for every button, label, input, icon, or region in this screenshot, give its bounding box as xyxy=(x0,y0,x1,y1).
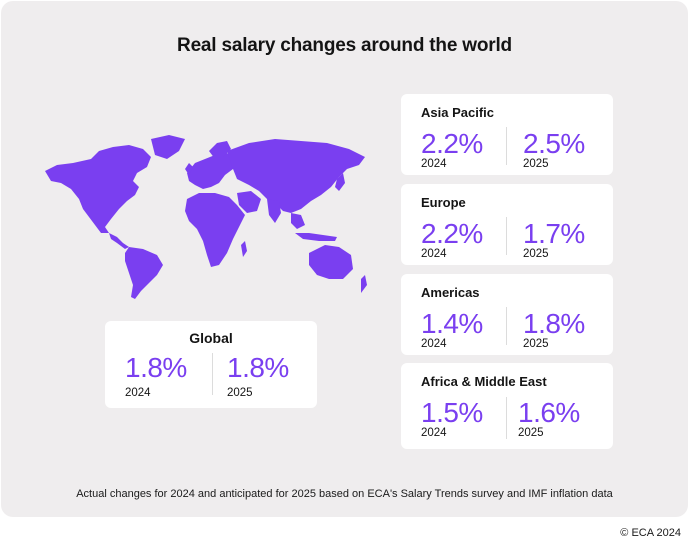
region-name: Africa & Middle East xyxy=(421,374,547,389)
copyright: © ECA 2024 xyxy=(620,527,681,539)
region-card-africa-middle-east: Africa & Middle East 1.5% 2024 1.6% 2025 xyxy=(401,363,613,449)
region-name: Asia Pacific xyxy=(421,105,494,120)
divider xyxy=(506,307,507,345)
region-card-asia-pacific: Asia Pacific 2.2% 2024 2.5% 2025 xyxy=(401,94,613,175)
value-2025: 2.5% xyxy=(523,128,585,159)
divider xyxy=(506,397,507,439)
world-map-icon xyxy=(39,129,373,301)
divider xyxy=(506,127,507,165)
infographic-panel: Real salary changes around the world xyxy=(1,1,688,517)
region-card-europe: Europe 2.2% 2024 1.7% 2025 xyxy=(401,184,613,265)
year-2024-label: 2024 xyxy=(421,338,447,350)
value-2024: 2.2% xyxy=(421,128,483,159)
global-year-2024-label: 2024 xyxy=(125,387,151,399)
global-value-2024: 1.8% xyxy=(125,352,187,383)
region-name: Europe xyxy=(421,195,466,210)
year-2024-label: 2024 xyxy=(421,248,447,260)
year-2025-label: 2025 xyxy=(523,248,549,260)
value-2025: 1.8% xyxy=(523,308,585,339)
region-name: Americas xyxy=(421,285,480,300)
footnote: Actual changes for 2024 and anticipated … xyxy=(76,488,613,500)
global-name: Global xyxy=(189,330,233,346)
global-year-2025-label: 2025 xyxy=(227,387,253,399)
year-2025-label: 2025 xyxy=(523,158,549,170)
divider xyxy=(506,217,507,255)
global-value-2025: 1.8% xyxy=(227,352,289,383)
value-2025: 1.6% xyxy=(518,397,580,428)
year-2025-label: 2025 xyxy=(523,338,549,350)
divider xyxy=(212,353,213,395)
value-2025: 1.7% xyxy=(523,218,585,249)
global-card: Global 1.8% 2024 1.8% 2025 xyxy=(105,321,317,408)
value-2024: 1.4% xyxy=(421,308,483,339)
page-title: Real salary changes around the world xyxy=(177,35,512,56)
value-2024: 1.5% xyxy=(421,397,483,428)
year-2025-label: 2025 xyxy=(518,427,544,439)
year-2024-label: 2024 xyxy=(421,427,447,439)
region-card-americas: Americas 1.4% 2024 1.8% 2025 xyxy=(401,274,613,355)
year-2024-label: 2024 xyxy=(421,158,447,170)
value-2024: 2.2% xyxy=(421,218,483,249)
